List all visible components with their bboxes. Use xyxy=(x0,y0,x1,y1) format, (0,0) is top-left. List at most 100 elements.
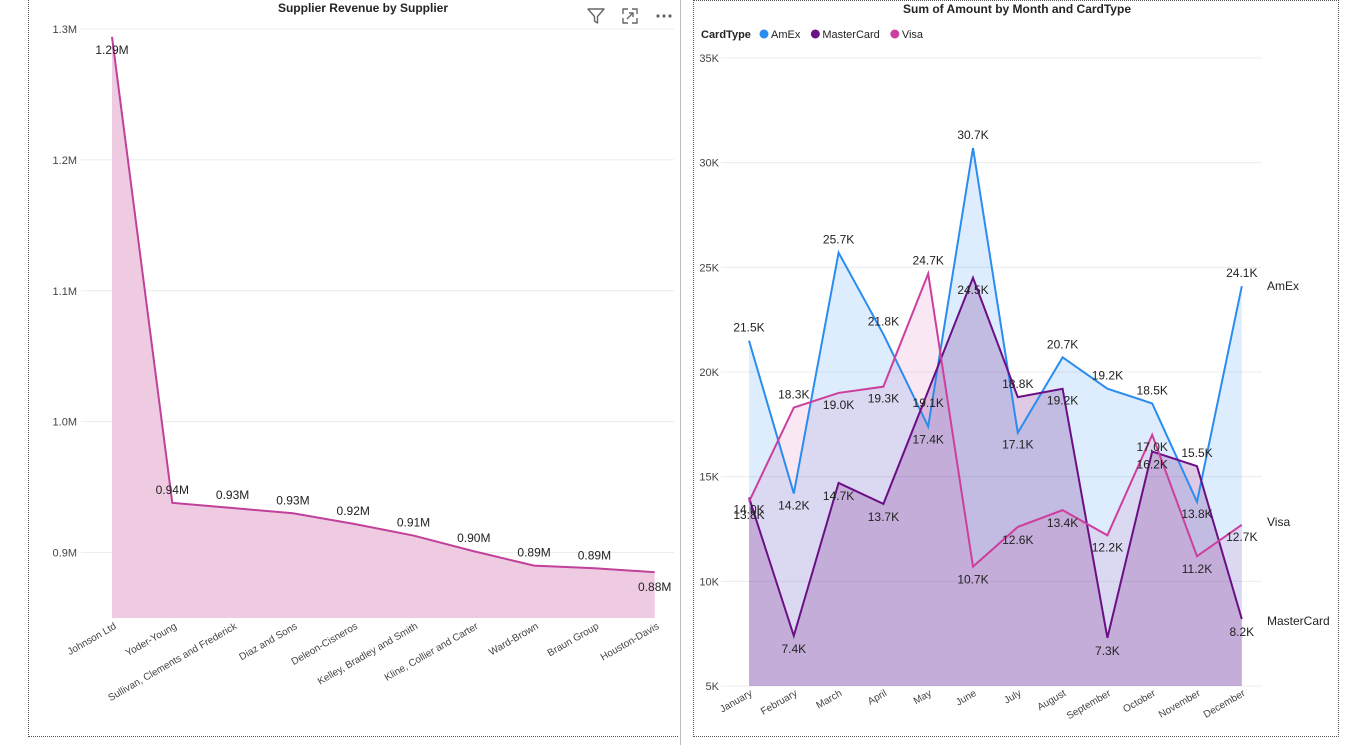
data-label-visa: 19.0K xyxy=(823,398,854,412)
y-tick-label: 25K xyxy=(699,262,719,274)
y-tick-label: 5K xyxy=(706,681,720,693)
data-label-mastercard: 14.7K xyxy=(823,489,854,503)
data-label-amex: 17.4K xyxy=(913,432,944,446)
legend-title: CardType xyxy=(701,29,751,41)
x-tick-label: November xyxy=(1157,688,1203,721)
x-tick-label: July xyxy=(1002,688,1023,706)
y-tick-label: 30K xyxy=(699,158,719,170)
data-label-mastercard: 7.3K xyxy=(1095,644,1120,658)
data-label-amex: 14.2K xyxy=(778,498,809,512)
data-label-visa: 13.4K xyxy=(1047,516,1078,530)
data-label: 0.93M xyxy=(216,488,249,502)
x-tick-label: April xyxy=(866,688,889,708)
data-label-amex: 13.8K xyxy=(1181,507,1212,521)
legend-marker-visa[interactable] xyxy=(890,30,899,39)
revenue-area xyxy=(112,37,655,618)
data-label-amex: 19.2K xyxy=(1092,369,1123,383)
data-label-visa: 13.8K xyxy=(733,508,764,522)
x-tick-label: Diaz and Sons xyxy=(238,621,300,663)
data-label: 0.89M xyxy=(517,546,550,560)
x-tick-label: December xyxy=(1202,688,1248,721)
y-tick-label: 20K xyxy=(699,367,719,379)
y-tick-label: 35K xyxy=(699,53,719,65)
data-label-visa: 11.2K xyxy=(1182,562,1212,576)
data-label-visa: 17.0K xyxy=(1137,440,1168,454)
data-label-visa: 12.7K xyxy=(1226,530,1257,544)
data-label-visa: 24.7K xyxy=(913,254,944,268)
legend-label-amex[interactable]: AmEx xyxy=(771,29,801,41)
y-tick-label: 10K xyxy=(699,576,719,588)
legend: CardType AmEx MasterCard Visa xyxy=(701,29,924,41)
supplier-revenue-chart: Supplier Revenue by Supplier 0.9M 1.0M 1.1M… xyxy=(29,0,679,737)
data-label-amex: 21.8K xyxy=(868,314,899,328)
data-label: 0.92M xyxy=(337,504,370,518)
data-label-amex: 18.5K xyxy=(1137,383,1168,397)
data-label-visa: 12.6K xyxy=(1002,533,1033,547)
x-tick-label: Braun Group xyxy=(546,621,601,659)
y-tick-label: 1.2M xyxy=(53,155,77,167)
filter-icon[interactable] xyxy=(586,6,606,26)
series-end-label-visa: Visa xyxy=(1267,515,1290,529)
data-label-amex: 20.7K xyxy=(1047,337,1078,351)
legend-label-mastercard[interactable]: MasterCard xyxy=(822,29,879,41)
revenue-line xyxy=(112,37,655,572)
x-tick-label: Johnson Ltd xyxy=(66,621,119,658)
x-tick-label: June xyxy=(954,688,979,709)
data-label-amex: 17.1K xyxy=(1002,438,1033,452)
y-tick-label: 1.1M xyxy=(53,286,77,298)
data-label: 1.29M xyxy=(95,43,128,57)
card-amount-visual[interactable]: Sum of Amount by Month and CardType CardT… xyxy=(693,0,1339,737)
series-end-label-amex: AmEx xyxy=(1267,279,1299,293)
data-label-amex: 24.1K xyxy=(1226,266,1257,280)
data-label: 0.93M xyxy=(276,493,309,507)
x-tick-label: Yoder-Young xyxy=(124,621,179,659)
data-label: 0.90M xyxy=(457,531,490,545)
legend-marker-amex[interactable] xyxy=(760,30,769,39)
x-tick-label: March xyxy=(815,688,845,711)
data-label-mastercard: 19.2K xyxy=(1047,394,1078,408)
x-tick-label: February xyxy=(759,688,799,718)
x-tick-label: Houston-Davis xyxy=(599,621,661,663)
card-amount-chart: Sum of Amount by Month and CardType CardT… xyxy=(694,1,1340,738)
data-label-mastercard: 18.8K xyxy=(1002,377,1033,391)
more-options-icon[interactable] xyxy=(654,6,674,26)
supplier-revenue-visual[interactable]: Supplier Revenue by Supplier 0.9M 1.0M 1.1M… xyxy=(28,0,678,737)
series-end-label-mastercard: MasterCard xyxy=(1267,614,1330,628)
y-tick-label: 15K xyxy=(699,472,719,484)
data-label-amex: 25.7K xyxy=(823,233,854,247)
x-tick-label: August xyxy=(1036,688,1069,713)
data-label-mastercard: 13.7K xyxy=(868,510,899,524)
data-label-visa: 18.3K xyxy=(778,388,809,402)
data-label: 0.94M xyxy=(156,483,189,497)
x-tick-label: October xyxy=(1121,688,1158,716)
chart-title: Sum of Amount by Month and CardType xyxy=(903,2,1131,16)
x-tick-label: Ward-Brown xyxy=(487,621,540,658)
data-label-amex: 21.5K xyxy=(733,321,764,335)
x-tick-label: May xyxy=(912,688,934,707)
x-tick-label: September xyxy=(1065,688,1113,722)
x-tick-label: Kelley, Bradley and Smith xyxy=(316,621,420,687)
y-tick-label: 0.9M xyxy=(53,548,77,560)
data-label-amex: 30.7K xyxy=(957,128,988,142)
data-label-visa: 10.7K xyxy=(957,573,988,587)
visual-header xyxy=(586,6,674,26)
y-tick-label: 1.3M xyxy=(53,24,77,36)
y-tick-label: 1.0M xyxy=(53,417,77,429)
data-label-visa: 19.3K xyxy=(868,392,899,406)
data-label-visa: 12.2K xyxy=(1092,540,1123,554)
x-tick-label: January xyxy=(718,688,754,715)
chart-title: Supplier Revenue by Supplier xyxy=(278,1,448,15)
data-label-mastercard: 16.2K xyxy=(1137,458,1168,472)
data-label-mastercard: 8.2K xyxy=(1229,625,1254,639)
legend-marker-mastercard[interactable] xyxy=(811,30,820,39)
focus-mode-icon[interactable] xyxy=(620,6,640,26)
data-label: 0.91M xyxy=(397,516,430,530)
data-label-mastercard: 24.5K xyxy=(957,283,988,297)
data-label: 0.89M xyxy=(578,548,611,562)
visual-divider xyxy=(680,0,681,745)
data-label-mastercard: 15.5K xyxy=(1181,446,1212,460)
data-label-mastercard: 19.1K xyxy=(913,396,944,410)
data-label-mastercard: 7.4K xyxy=(781,642,806,656)
data-label: 0.88M xyxy=(638,580,671,594)
legend-label-visa[interactable]: Visa xyxy=(902,29,924,41)
